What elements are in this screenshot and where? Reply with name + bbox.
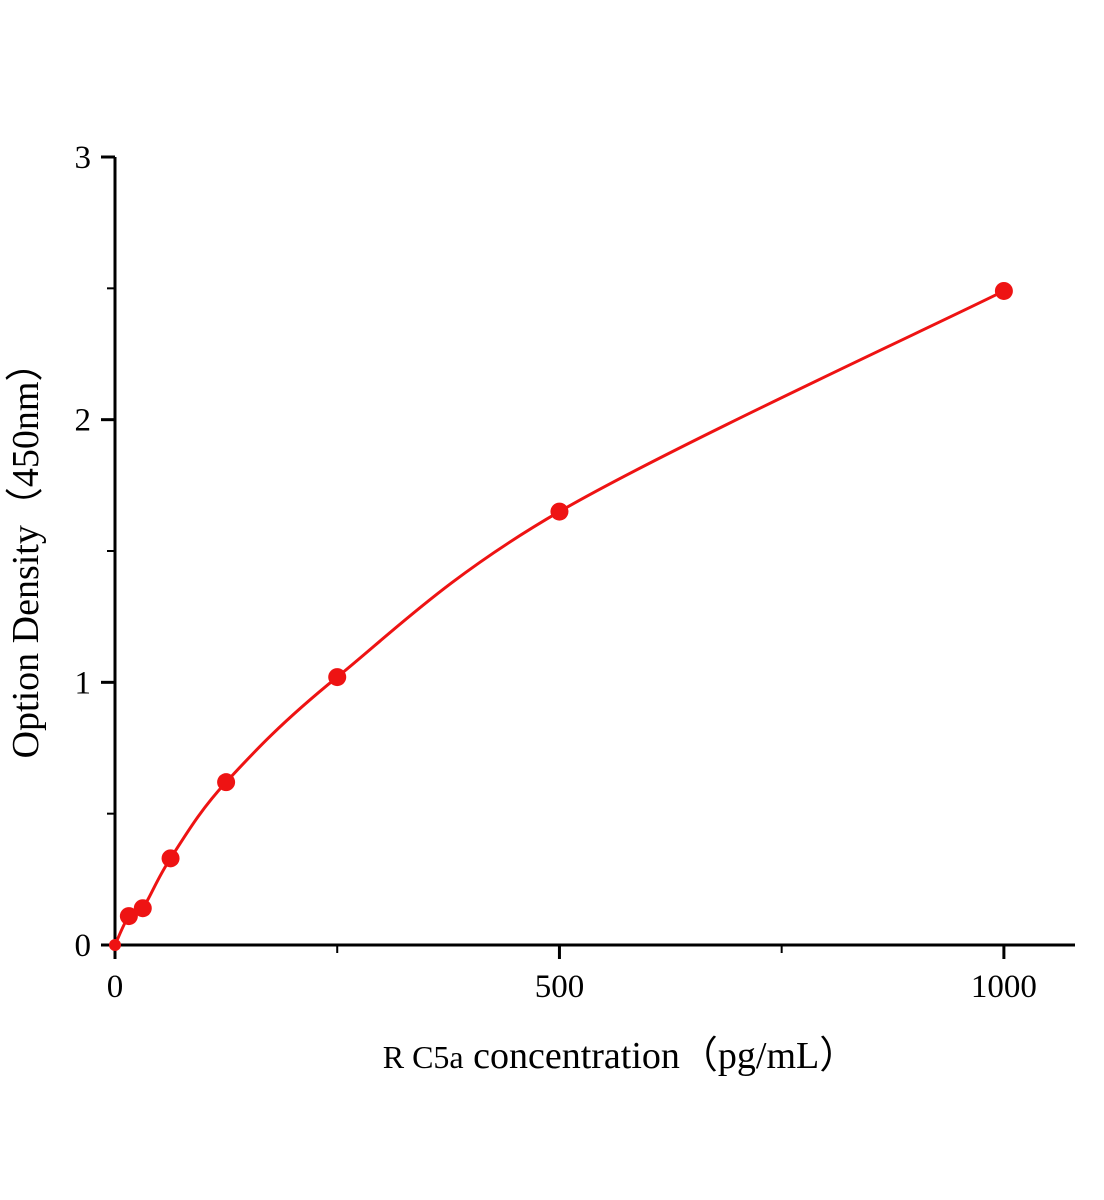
y-tick-label: 0 [75, 928, 92, 964]
axes [113, 157, 1075, 947]
data-point [119, 907, 138, 926]
x-axis-label-rest: concentration（pg/mL） [473, 1035, 857, 1077]
data-point [161, 849, 180, 868]
data-point [217, 773, 236, 792]
y-axis-label: Option Density（450nm） [5, 344, 47, 759]
y-tick-label: 1 [75, 665, 92, 701]
data-point [994, 281, 1013, 300]
axis-ticks: 0 500 1000 0 1 2 3 [75, 140, 1037, 1005]
x-tick-label: 0 [107, 969, 124, 1005]
x-tick-label: 1000 [971, 969, 1037, 1005]
y-tick-label: 2 [75, 403, 92, 439]
data-point [328, 668, 347, 687]
x-tick-label: 500 [535, 969, 585, 1005]
data-series [109, 281, 1013, 951]
data-point [133, 899, 152, 918]
data-point [109, 939, 121, 951]
x-axis-label-prefix: R C5a [383, 1039, 464, 1075]
curve-path [113, 289, 1006, 947]
data-point [550, 502, 569, 521]
x-axis-label: R C5a concentration（pg/mL） [383, 1035, 858, 1077]
y-tick-label: 3 [75, 140, 92, 176]
